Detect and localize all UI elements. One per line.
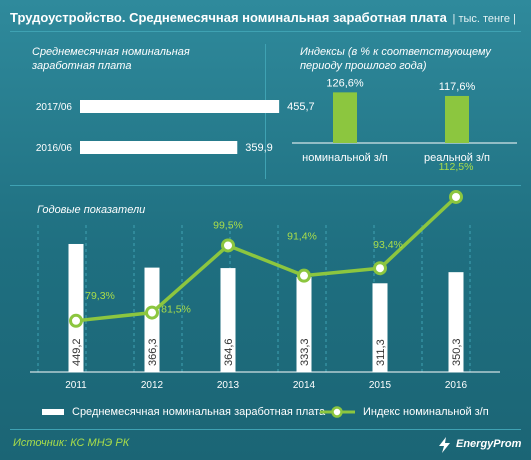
footer-divider <box>10 429 521 430</box>
index-point <box>221 238 235 253</box>
annual-bar-value-label: 449,2 <box>71 338 83 366</box>
year-tick-label: 2011 <box>65 380 87 391</box>
legend-bar-label: Среднемесячная номинальная заработная пл… <box>72 406 326 418</box>
section-divider <box>10 185 521 186</box>
year-tick-label: 2016 <box>445 380 468 391</box>
annual-bar <box>68 243 84 372</box>
index-value-label: 117,6% <box>439 81 476 93</box>
annual-bar-value-label: 350,3 <box>451 338 463 366</box>
annual-bar-value-label: 366,3 <box>147 338 159 366</box>
salary-category-label: 2017/06 <box>36 102 73 113</box>
year-tick-label: 2014 <box>293 380 316 391</box>
page-title: Трудоустройство. Среднемесячная номиналь… <box>10 10 516 25</box>
index-bar <box>445 95 469 143</box>
salary-title-line-2: заработная плата <box>32 60 132 72</box>
salary-panel-title: Среднемесячная номинальная заработная пл… <box>32 45 190 73</box>
annual-bar <box>296 277 312 372</box>
index-category-label: номинальной з/п <box>302 152 388 164</box>
index-bar <box>333 92 357 143</box>
year-tick-label: 2012 <box>141 380 164 391</box>
annual-bar <box>220 268 236 372</box>
index-title-line-2: периоду прошлого года) <box>300 60 427 72</box>
annual-chart-title: Годовые показатели <box>37 204 146 216</box>
index-category-label: реальной з/п <box>424 152 490 164</box>
salary-title-line-1: Среднемесячная номинальная <box>32 46 190 58</box>
salary-value-label: 455,7 <box>287 101 315 113</box>
index-point <box>449 189 463 204</box>
unit-label: | тыс. тенге | <box>452 13 516 25</box>
salary-bar <box>80 141 238 154</box>
index-point <box>373 261 387 276</box>
salary-bar <box>80 100 280 113</box>
lightning-icon <box>439 437 450 453</box>
index-point-label: 91,4% <box>287 231 317 243</box>
legend-bar-swatch <box>42 409 64 415</box>
salary-category-label: 2016/06 <box>36 143 73 154</box>
logo-text: EnergyProm <box>456 438 522 450</box>
index-point <box>297 268 311 283</box>
title-text: Трудоустройство. Среднемесячная номиналь… <box>10 10 447 25</box>
year-tick-label: 2015 <box>369 380 392 391</box>
index-point <box>145 305 159 320</box>
annual-bar <box>372 283 388 372</box>
source-note: Источник: КС МНЭ РК <box>13 437 130 449</box>
index-value-label: 126,6% <box>326 77 364 89</box>
annual-bar-value-label: 311,3 <box>375 339 387 366</box>
index-point-label: 79,3% <box>85 290 115 302</box>
legend-line-marker <box>331 406 343 418</box>
index-panel-title: Индексы (в % к соответствующему периоду … <box>300 45 491 73</box>
index-point-label: 112,5% <box>439 161 474 173</box>
annual-bar-value-label: 333,3 <box>299 338 311 366</box>
index-line <box>75 195 458 323</box>
annual-bar <box>448 272 464 372</box>
index-title-line-1: Индексы (в % к соответствующему <box>300 46 491 58</box>
year-tick-label: 2013 <box>217 380 240 391</box>
title-divider <box>10 31 521 32</box>
salary-value-label: 359,9 <box>245 142 273 154</box>
index-point-label: 93,4% <box>373 239 403 251</box>
energyprom-logo: EnergyProm <box>436 436 528 454</box>
annual-bar <box>144 267 160 372</box>
index-point-label: 99,5% <box>213 219 243 231</box>
annual-bar-value-label: 364,6 <box>223 338 235 366</box>
legend-line-label: Индекс номинальной з/п <box>363 406 489 418</box>
index-point <box>69 313 83 328</box>
index-point-label: 81,5% <box>161 304 191 316</box>
